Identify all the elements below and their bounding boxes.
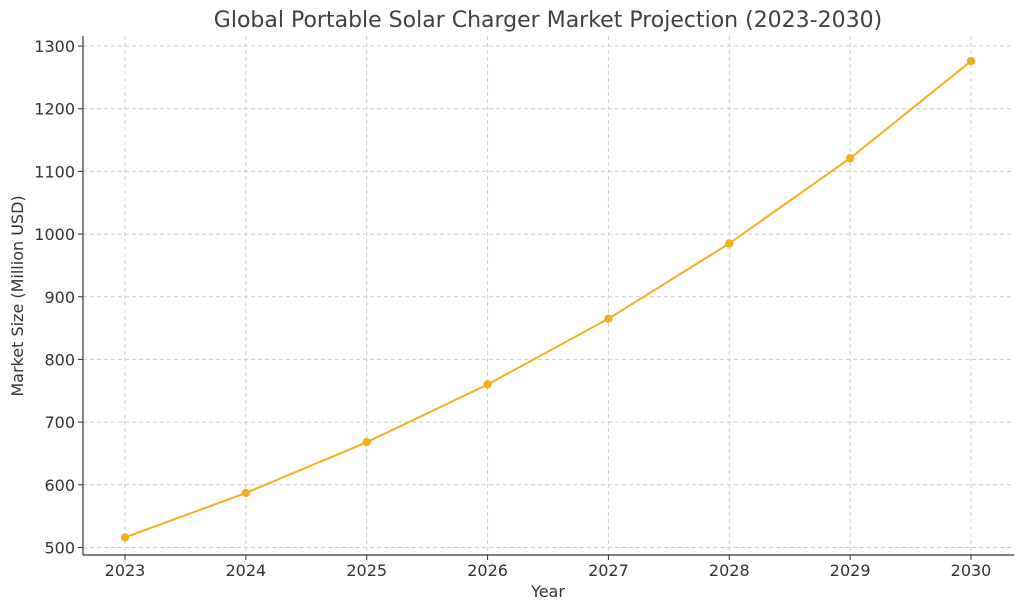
x-tick-label: 2023 bbox=[105, 561, 146, 580]
y-tick-label: 600 bbox=[44, 476, 75, 495]
data-point-2023 bbox=[120, 533, 130, 542]
y-tick-label: 1200 bbox=[34, 100, 75, 119]
x-tick-label: 2027 bbox=[588, 561, 629, 580]
data-point-2026 bbox=[483, 380, 492, 389]
y-tick-label: 1000 bbox=[34, 225, 75, 244]
x-tick-label: 2025 bbox=[346, 561, 387, 580]
data-point-2030 bbox=[966, 56, 976, 66]
axis-ticks: 2023 2024 2025 2026 2027 2028 2029 2030 500 600 70… bbox=[34, 37, 991, 580]
chart-title: Global Portable Solar Charger Market Pro… bbox=[214, 8, 882, 33]
x-tick-label: 2026 bbox=[467, 561, 508, 580]
x-axis-label: Year bbox=[530, 582, 565, 601]
y-tick-label: 800 bbox=[44, 350, 75, 369]
data-point-2029 bbox=[845, 154, 855, 163]
y-axis-label: Market Size (Million USD) bbox=[8, 195, 27, 396]
x-tick-label: 2028 bbox=[709, 561, 750, 580]
data-point-2027 bbox=[604, 314, 613, 323]
y-tick-label: 1300 bbox=[34, 37, 75, 56]
x-tick-label: 2030 bbox=[951, 561, 992, 580]
x-tick-label: 2029 bbox=[830, 561, 871, 580]
plot-area-frame bbox=[83, 36, 1014, 555]
data-point-2028 bbox=[725, 239, 734, 248]
y-tick-label: 700 bbox=[44, 413, 75, 432]
x-tick-label: 2024 bbox=[225, 561, 266, 580]
data-point-2024 bbox=[241, 488, 251, 498]
y-tick-label: 1100 bbox=[34, 162, 75, 181]
y-tick-label: 900 bbox=[44, 288, 75, 307]
series-line bbox=[124, 60, 972, 539]
y-tick-label: 500 bbox=[44, 538, 75, 557]
data-point-2025 bbox=[362, 437, 371, 447]
series-layer bbox=[120, 56, 976, 542]
grid bbox=[83, 36, 1014, 555]
